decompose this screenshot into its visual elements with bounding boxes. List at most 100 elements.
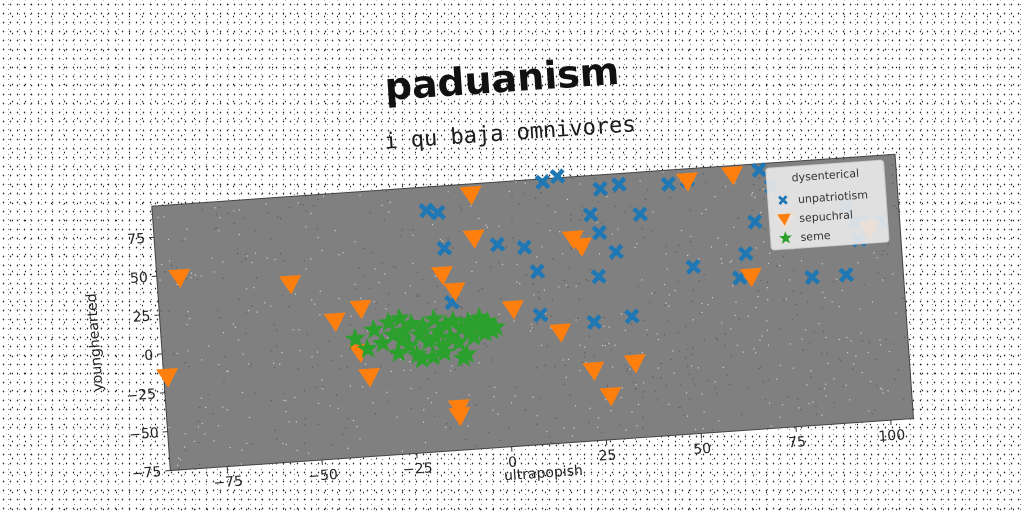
noise-dot — [388, 293, 390, 295]
noise-dot — [515, 181, 517, 183]
noise-dot — [646, 334, 649, 336]
unpatriotism-point — [660, 176, 677, 193]
noise-dot — [487, 431, 490, 433]
noise-dot — [305, 268, 307, 270]
noise-dot — [641, 279, 643, 281]
noise-dot — [665, 245, 667, 247]
noise-dot — [798, 407, 800, 409]
noise-dot — [742, 351, 744, 353]
noise-dot — [378, 281, 380, 284]
noise-dot — [646, 329, 648, 331]
noise-dot — [310, 258, 312, 260]
noise-dot — [214, 228, 216, 230]
noise-dot — [381, 262, 383, 264]
noise-dot — [274, 367, 276, 369]
noise-dot — [219, 216, 221, 219]
y-tick-label: 25 — [132, 309, 151, 326]
noise-dot — [190, 272, 193, 274]
noise-dot — [738, 318, 740, 320]
noise-dot — [285, 400, 287, 402]
noise-dot — [371, 252, 373, 254]
noise-dot — [303, 259, 305, 262]
noise-dot — [204, 406, 207, 409]
noise-dot — [226, 409, 228, 411]
noise-dot — [838, 306, 840, 308]
noise-dot — [714, 387, 717, 389]
noise-dot — [815, 413, 818, 416]
x-tick-label: 75 — [788, 434, 807, 451]
noise-dot — [168, 260, 171, 262]
noise-dot — [212, 413, 214, 415]
noise-dot — [625, 429, 627, 431]
y-tick-label: 75 — [127, 231, 146, 248]
unpatriotism-point — [586, 314, 603, 331]
noise-dot — [390, 370, 392, 373]
noise-dot — [177, 464, 179, 467]
noise-dot — [818, 388, 821, 390]
noise-dot — [516, 281, 518, 283]
unpatriotism-point — [751, 162, 767, 178]
noise-dot — [563, 280, 566, 282]
sepuchral-point — [549, 323, 572, 343]
noise-dot — [229, 446, 232, 449]
sepuchral-point — [448, 406, 471, 427]
noise-dot — [384, 273, 386, 275]
noise-dot — [236, 252, 239, 255]
noise-dot — [316, 351, 319, 353]
noise-dot — [532, 283, 534, 285]
noise-dot — [753, 184, 755, 186]
noise-dot — [832, 281, 835, 283]
noise-dot — [574, 405, 577, 407]
noise-dot — [245, 312, 247, 314]
noise-dot — [685, 392, 688, 394]
noise-dot — [508, 190, 511, 193]
legend-label-seme: seme — [800, 229, 831, 244]
noise-dot — [852, 363, 855, 365]
noise-dot — [821, 414, 823, 416]
noise-dot — [768, 252, 771, 255]
noise-dot — [806, 301, 809, 303]
noise-dot — [589, 407, 591, 409]
noise-dot — [818, 323, 820, 325]
noise-dot — [465, 438, 467, 441]
legend-marker-unpatriotism — [778, 195, 788, 206]
noise-dot — [701, 302, 703, 305]
noise-dot — [636, 424, 638, 427]
noise-dot — [641, 228, 643, 230]
noise-dot — [312, 205, 315, 207]
noise-dot — [581, 205, 584, 207]
noise-dot — [760, 279, 762, 282]
noise-dot — [383, 219, 385, 221]
noise-dot — [569, 394, 571, 396]
x-tick-label: 100 — [878, 427, 906, 445]
noise-dot — [579, 344, 581, 346]
noise-dot — [791, 319, 794, 321]
noise-dot — [747, 387, 749, 389]
noise-dot — [317, 402, 320, 404]
legend-marker-sepuchral — [777, 213, 791, 226]
noise-dot — [887, 390, 889, 392]
noise-dot — [197, 420, 200, 423]
noise-dot — [246, 442, 248, 444]
noise-dot — [460, 365, 463, 367]
noise-dot — [589, 268, 591, 271]
noise-dot — [183, 446, 186, 448]
noise-dot — [198, 463, 201, 466]
noise-dot — [161, 263, 163, 266]
noise-dot — [695, 383, 697, 386]
noise-dot — [868, 341, 871, 344]
noise-dot — [698, 280, 700, 282]
noise-dot — [303, 389, 306, 392]
noise-dot — [347, 447, 349, 449]
noise-dot — [217, 424, 220, 427]
noise-dot — [800, 409, 802, 411]
noise-dot — [176, 352, 178, 355]
noise-dot — [861, 372, 863, 374]
noise-dot — [401, 450, 403, 452]
noise-dot — [698, 258, 700, 260]
noise-dot — [570, 247, 573, 249]
noise-dot — [539, 298, 541, 300]
noise-dot — [608, 342, 610, 345]
noise-dot — [460, 306, 462, 308]
